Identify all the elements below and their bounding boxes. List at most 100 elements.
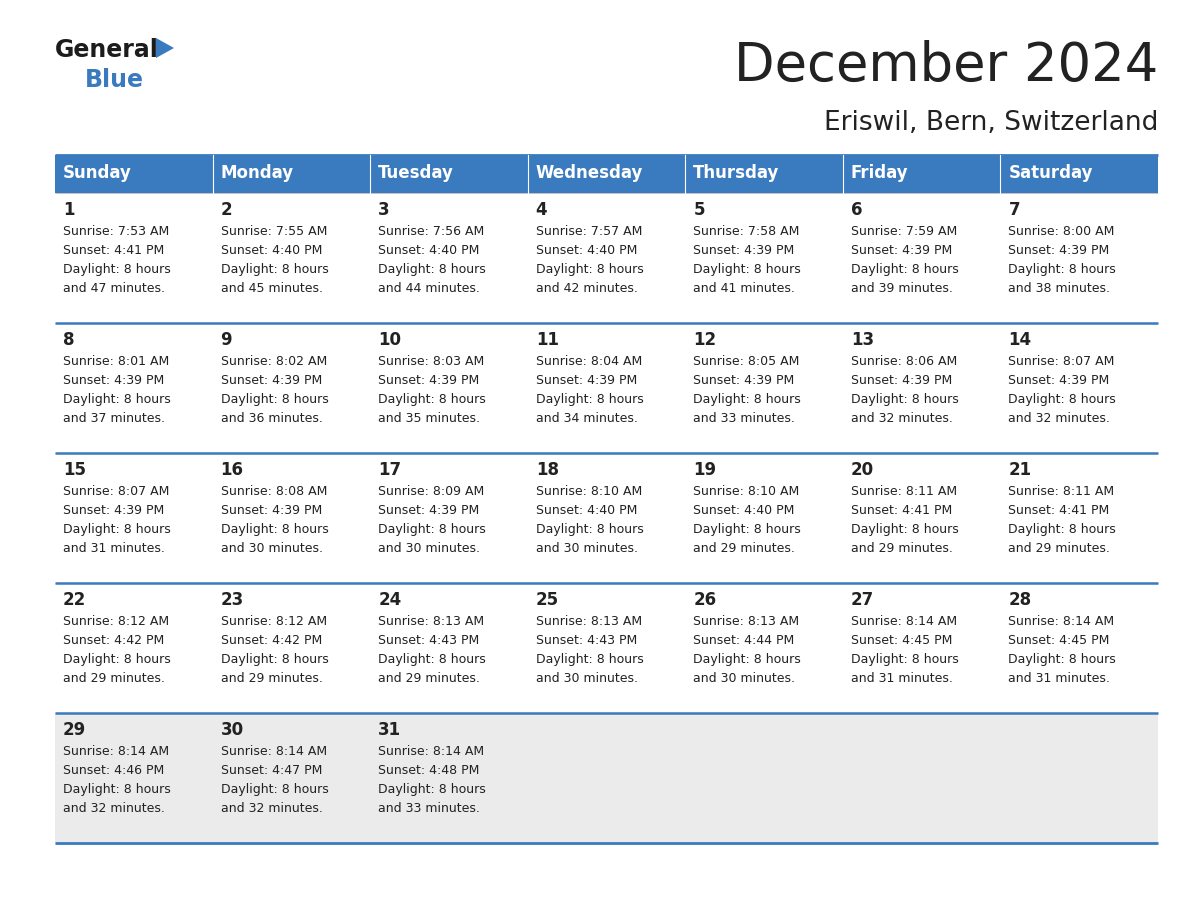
Text: 26: 26: [694, 591, 716, 609]
Text: Sunset: 4:39 PM: Sunset: 4:39 PM: [851, 374, 952, 387]
Bar: [55, 713, 213, 843]
Text: Sunrise: 8:14 AM: Sunrise: 8:14 AM: [63, 745, 169, 758]
Text: Sunrise: 8:14 AM: Sunrise: 8:14 AM: [851, 615, 958, 628]
Text: 5: 5: [694, 201, 704, 219]
Text: December 2024: December 2024: [734, 40, 1158, 92]
Text: Eriswil, Bern, Switzerland: Eriswil, Bern, Switzerland: [823, 110, 1158, 136]
Text: and 29 minutes.: and 29 minutes.: [221, 672, 322, 685]
Text: Sunrise: 8:03 AM: Sunrise: 8:03 AM: [378, 355, 485, 368]
Bar: [1000, 583, 1158, 713]
Text: Sunset: 4:40 PM: Sunset: 4:40 PM: [221, 244, 322, 257]
Text: Daylight: 8 hours: Daylight: 8 hours: [536, 653, 644, 666]
Text: and 31 minutes.: and 31 minutes.: [851, 672, 953, 685]
Text: Sunset: 4:40 PM: Sunset: 4:40 PM: [694, 504, 795, 517]
Text: Sunrise: 8:11 AM: Sunrise: 8:11 AM: [1009, 485, 1114, 498]
Text: Daylight: 8 hours: Daylight: 8 hours: [378, 783, 486, 796]
Text: Daylight: 8 hours: Daylight: 8 hours: [221, 263, 328, 276]
Bar: [685, 193, 842, 323]
Bar: [55, 583, 213, 713]
Text: Daylight: 8 hours: Daylight: 8 hours: [851, 263, 959, 276]
Text: 18: 18: [536, 461, 558, 479]
Bar: [213, 155, 371, 193]
Text: 8: 8: [63, 331, 75, 349]
Text: 2: 2: [221, 201, 232, 219]
Text: Daylight: 8 hours: Daylight: 8 hours: [694, 653, 801, 666]
Text: 17: 17: [378, 461, 402, 479]
Text: Daylight: 8 hours: Daylight: 8 hours: [63, 393, 171, 406]
Text: Daylight: 8 hours: Daylight: 8 hours: [63, 263, 171, 276]
Text: Sunset: 4:39 PM: Sunset: 4:39 PM: [378, 374, 480, 387]
Text: Blue: Blue: [86, 68, 144, 92]
Text: Sunset: 4:39 PM: Sunset: 4:39 PM: [63, 374, 164, 387]
Text: and 36 minutes.: and 36 minutes.: [221, 412, 322, 425]
Text: 24: 24: [378, 591, 402, 609]
Text: Daylight: 8 hours: Daylight: 8 hours: [221, 653, 328, 666]
Text: and 32 minutes.: and 32 minutes.: [63, 802, 165, 815]
Bar: [1000, 155, 1158, 193]
Bar: [371, 453, 527, 583]
Text: 27: 27: [851, 591, 874, 609]
Bar: [842, 453, 1000, 583]
Text: 6: 6: [851, 201, 862, 219]
Text: 4: 4: [536, 201, 548, 219]
Text: Daylight: 8 hours: Daylight: 8 hours: [694, 523, 801, 536]
Bar: [213, 713, 371, 843]
Text: 16: 16: [221, 461, 244, 479]
Text: Sunrise: 7:56 AM: Sunrise: 7:56 AM: [378, 225, 485, 238]
Text: Sunset: 4:39 PM: Sunset: 4:39 PM: [221, 374, 322, 387]
Text: Sunday: Sunday: [63, 164, 132, 182]
Text: and 35 minutes.: and 35 minutes.: [378, 412, 480, 425]
Text: and 38 minutes.: and 38 minutes.: [1009, 282, 1111, 295]
Text: Sunrise: 8:10 AM: Sunrise: 8:10 AM: [694, 485, 800, 498]
Text: Sunrise: 7:53 AM: Sunrise: 7:53 AM: [63, 225, 169, 238]
Text: Sunrise: 8:07 AM: Sunrise: 8:07 AM: [63, 485, 170, 498]
Text: and 30 minutes.: and 30 minutes.: [378, 542, 480, 555]
Text: and 29 minutes.: and 29 minutes.: [694, 542, 795, 555]
Text: Sunset: 4:41 PM: Sunset: 4:41 PM: [63, 244, 164, 257]
Text: Saturday: Saturday: [1009, 164, 1093, 182]
Text: Monday: Monday: [221, 164, 293, 182]
Bar: [527, 193, 685, 323]
Text: Sunrise: 8:06 AM: Sunrise: 8:06 AM: [851, 355, 958, 368]
Text: Daylight: 8 hours: Daylight: 8 hours: [536, 263, 644, 276]
Text: Daylight: 8 hours: Daylight: 8 hours: [378, 653, 486, 666]
Text: Sunrise: 8:08 AM: Sunrise: 8:08 AM: [221, 485, 327, 498]
Text: Friday: Friday: [851, 164, 909, 182]
Text: Sunset: 4:46 PM: Sunset: 4:46 PM: [63, 764, 164, 777]
Text: Sunset: 4:47 PM: Sunset: 4:47 PM: [221, 764, 322, 777]
Text: Sunrise: 8:07 AM: Sunrise: 8:07 AM: [1009, 355, 1114, 368]
Text: Sunset: 4:39 PM: Sunset: 4:39 PM: [1009, 244, 1110, 257]
Text: 28: 28: [1009, 591, 1031, 609]
Text: and 44 minutes.: and 44 minutes.: [378, 282, 480, 295]
Text: and 41 minutes.: and 41 minutes.: [694, 282, 795, 295]
Bar: [55, 155, 213, 193]
Bar: [842, 193, 1000, 323]
Text: 1: 1: [63, 201, 75, 219]
Text: Sunset: 4:39 PM: Sunset: 4:39 PM: [378, 504, 480, 517]
Text: and 45 minutes.: and 45 minutes.: [221, 282, 323, 295]
Text: and 30 minutes.: and 30 minutes.: [536, 542, 638, 555]
Bar: [213, 583, 371, 713]
Bar: [371, 155, 527, 193]
Text: Sunrise: 8:12 AM: Sunrise: 8:12 AM: [221, 615, 327, 628]
Text: 11: 11: [536, 331, 558, 349]
Text: Daylight: 8 hours: Daylight: 8 hours: [851, 653, 959, 666]
Text: and 33 minutes.: and 33 minutes.: [378, 802, 480, 815]
Text: Daylight: 8 hours: Daylight: 8 hours: [63, 783, 171, 796]
Text: 21: 21: [1009, 461, 1031, 479]
Text: and 29 minutes.: and 29 minutes.: [378, 672, 480, 685]
Text: Daylight: 8 hours: Daylight: 8 hours: [536, 393, 644, 406]
Text: Sunset: 4:42 PM: Sunset: 4:42 PM: [63, 634, 164, 647]
Text: Sunrise: 7:59 AM: Sunrise: 7:59 AM: [851, 225, 958, 238]
Text: Tuesday: Tuesday: [378, 164, 454, 182]
Text: 22: 22: [63, 591, 87, 609]
Text: 19: 19: [694, 461, 716, 479]
Text: Sunset: 4:39 PM: Sunset: 4:39 PM: [63, 504, 164, 517]
Bar: [685, 155, 842, 193]
Text: Sunset: 4:39 PM: Sunset: 4:39 PM: [221, 504, 322, 517]
Text: Sunrise: 8:12 AM: Sunrise: 8:12 AM: [63, 615, 169, 628]
Text: and 42 minutes.: and 42 minutes.: [536, 282, 638, 295]
Text: and 29 minutes.: and 29 minutes.: [851, 542, 953, 555]
Text: Sunset: 4:39 PM: Sunset: 4:39 PM: [1009, 374, 1110, 387]
Bar: [213, 453, 371, 583]
